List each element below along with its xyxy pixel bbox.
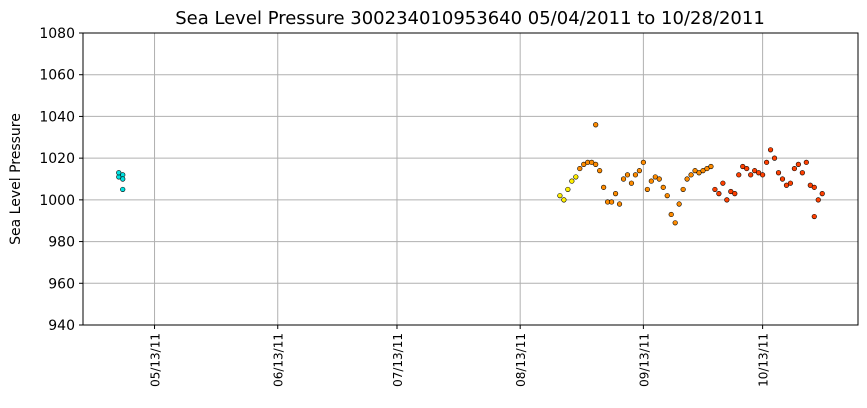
data-point — [732, 191, 738, 197]
data-point — [767, 147, 774, 153]
data-point — [680, 186, 686, 193]
data-point — [696, 170, 702, 176]
y-tick-label: 1060 — [39, 68, 75, 84]
data-point — [803, 159, 809, 165]
data-point — [787, 180, 794, 186]
x-tick-label: 09/13/11 — [637, 333, 651, 387]
data-point — [636, 168, 643, 174]
data-point — [720, 180, 726, 186]
data-point — [593, 122, 599, 128]
data-point — [581, 161, 587, 167]
data-point — [620, 176, 627, 182]
data-point — [597, 168, 603, 174]
x-tick-label: 07/13/11 — [391, 333, 405, 387]
data-point — [815, 197, 821, 203]
data-point — [640, 159, 646, 165]
chart-title: Sea Level Pressure 300234010953640 05/04… — [175, 8, 765, 29]
data-point — [692, 168, 698, 174]
data-point — [589, 159, 595, 165]
data-point — [728, 188, 734, 195]
data-point — [593, 161, 599, 167]
data-point — [688, 172, 694, 178]
data-point — [573, 174, 579, 180]
data-point — [779, 176, 786, 182]
data-point — [744, 165, 750, 172]
data-point — [684, 176, 690, 182]
data-point — [612, 191, 619, 197]
data-point — [716, 191, 722, 197]
y-tick-label: 1000 — [39, 193, 75, 209]
plot-frame — [82, 32, 859, 326]
data-point — [748, 172, 754, 178]
data-point — [819, 191, 825, 197]
data-point — [736, 172, 742, 178]
data-point — [811, 184, 817, 190]
data-point — [795, 161, 801, 167]
y-tick-label: 980 — [48, 235, 75, 251]
x-tick-label: 08/13/11 — [514, 333, 528, 387]
data-point — [608, 199, 615, 205]
data-point — [648, 178, 654, 184]
data-point — [756, 170, 762, 176]
data-point — [775, 170, 782, 176]
y-tick-label: 960 — [48, 276, 75, 292]
data-point — [565, 186, 571, 193]
x-tick-label: 10/13/11 — [757, 333, 771, 387]
data-point — [672, 220, 678, 226]
data-point — [660, 184, 666, 190]
data-point — [807, 182, 813, 188]
data-point — [763, 159, 770, 165]
y-tick-label: 1080 — [39, 26, 75, 42]
data-point — [704, 165, 710, 172]
data-point — [811, 213, 817, 220]
data-point — [783, 182, 790, 188]
data-point — [569, 178, 575, 184]
data-point — [676, 201, 682, 207]
data-point — [561, 197, 567, 203]
data-point — [577, 165, 583, 172]
data-point — [752, 168, 758, 174]
data-point — [740, 163, 746, 170]
data-point — [656, 176, 662, 182]
data-point — [120, 186, 126, 193]
data-point — [624, 172, 631, 178]
data-point — [799, 170, 805, 176]
y-tick-label: 940 — [48, 318, 75, 334]
data-point — [616, 201, 623, 207]
x-tick-label: 05/13/11 — [149, 333, 163, 387]
y-tick-label: 1020 — [39, 151, 75, 167]
data-point — [652, 174, 658, 180]
data-point — [632, 172, 639, 178]
data-point — [724, 197, 730, 203]
data-point — [628, 180, 635, 186]
data-point — [120, 176, 126, 182]
data-point — [601, 184, 607, 190]
data-point — [700, 168, 706, 174]
data-point — [557, 193, 563, 199]
data-point — [712, 186, 718, 193]
y-axis-label: Sea Level Pressure — [8, 113, 24, 245]
data-point — [760, 172, 766, 178]
data-point — [644, 186, 650, 193]
data-point — [664, 193, 670, 199]
data-point — [708, 163, 714, 170]
data-point — [116, 170, 122, 176]
y-tick-label: 1040 — [39, 109, 75, 125]
x-tick-label: 06/13/11 — [272, 333, 286, 387]
data-point — [771, 155, 778, 161]
data-point — [791, 165, 798, 172]
data-point — [668, 211, 674, 218]
